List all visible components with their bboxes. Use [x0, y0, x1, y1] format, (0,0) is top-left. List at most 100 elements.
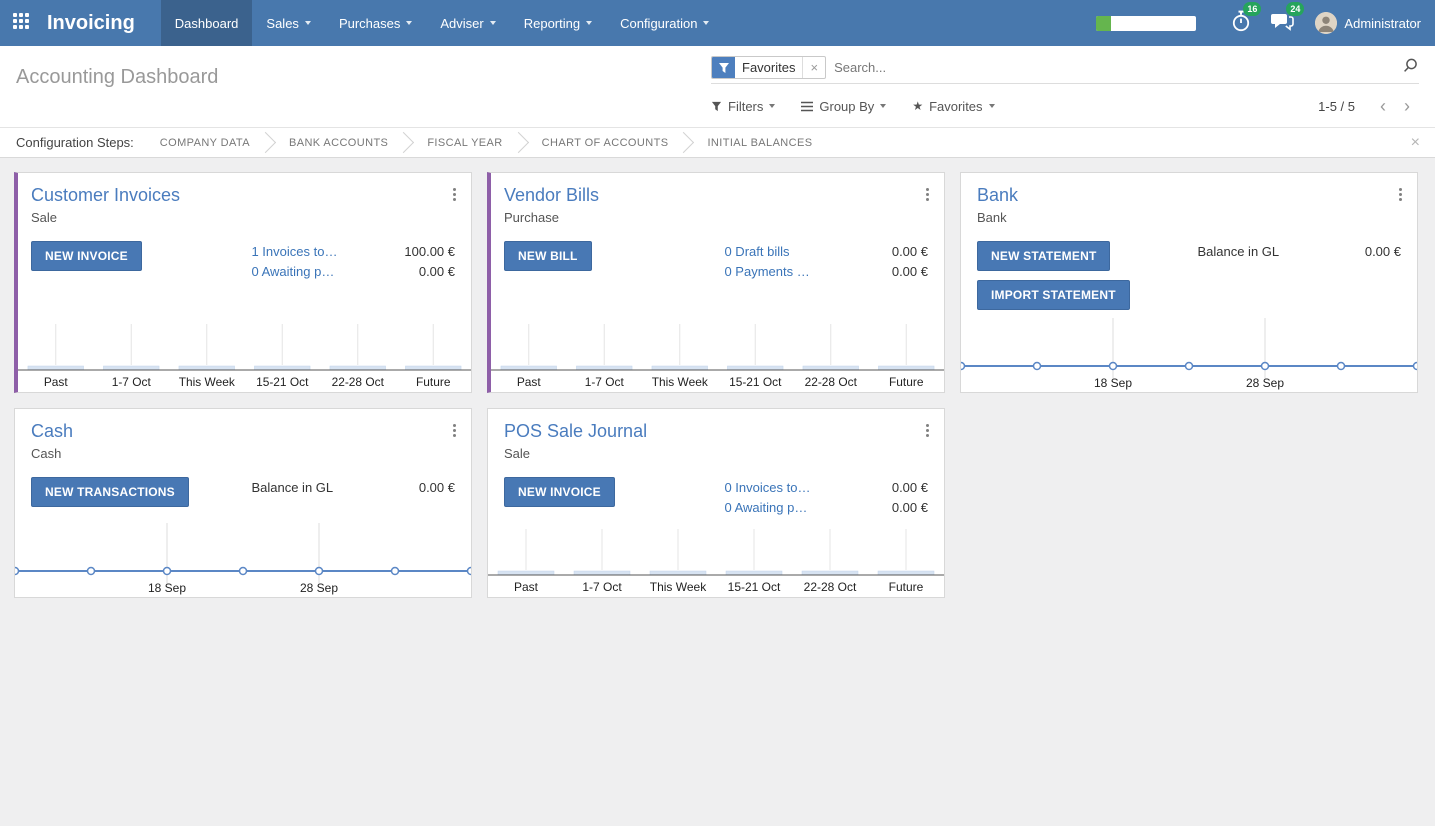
nav-menu-reporting[interactable]: Reporting: [510, 0, 606, 46]
user-menu[interactable]: Administrator: [1315, 12, 1421, 34]
svg-text:This Week: This Week: [650, 580, 707, 594]
svg-text:Past: Past: [517, 375, 542, 389]
config-step-initial-balances[interactable]: INITIAL BALANCES: [707, 136, 813, 149]
card-subtitle: Sale: [31, 210, 58, 225]
kebab-menu-icon[interactable]: [924, 422, 931, 439]
card-stat-row: 1 Invoices to… 100.00 €: [251, 244, 455, 259]
card-subtitle: Sale: [504, 446, 531, 461]
stat-label: Balance in GL: [251, 480, 334, 495]
search-input[interactable]: [826, 56, 1398, 79]
pager: 1-5 / 5 ‹ ›: [1318, 97, 1419, 115]
card-stat-row: 0 Invoices to… 0.00 €: [724, 480, 928, 495]
svg-text:This Week: This Week: [652, 375, 708, 389]
kebab-menu-icon[interactable]: [924, 186, 931, 203]
svg-text:28 Sep: 28 Sep: [1246, 376, 1284, 390]
card-title[interactable]: Cash: [31, 421, 74, 441]
search-facet-favorites: Favorites ×: [711, 56, 827, 79]
kebab-menu-icon[interactable]: [1397, 186, 1404, 203]
svg-text:Future: Future: [889, 580, 924, 594]
favorites-label: Favorites: [929, 98, 983, 114]
new-bill-button[interactable]: NEW BILL: [504, 241, 592, 271]
nav-menu-configuration[interactable]: Configuration: [606, 0, 723, 46]
import-statement-button[interactable]: IMPORT STATEMENT: [977, 280, 1130, 310]
card-title[interactable]: Customer Invoices: [31, 185, 181, 205]
nav-menu-adviser[interactable]: Adviser: [426, 0, 509, 46]
nav-menu-sales[interactable]: Sales: [252, 0, 325, 46]
new-statement-button[interactable]: NEW STATEMENT: [977, 241, 1111, 271]
stat-amount: 0.00 €: [418, 264, 455, 279]
pager-previous-button[interactable]: ‹: [1380, 96, 1386, 116]
chevron-down-icon: [586, 21, 593, 25]
mini-bar-chart: Past 1-7 Oct This Week 15-21 Oct 22-28 Oct Fu…: [488, 527, 944, 597]
journal-card-cash: Cash Cash NEW TRANSACTIONS Balance in GL 0.0…: [14, 408, 472, 598]
config-step-fiscal-year[interactable]: FISCAL YEAR: [427, 136, 503, 149]
control-panel: Accounting Dashboard Favorites ×: [0, 46, 1435, 127]
pager-next-button[interactable]: ›: [1404, 96, 1410, 116]
chevron-right-icon: [254, 131, 277, 154]
remove-facet-icon[interactable]: ×: [802, 57, 825, 78]
journal-card-customer-invoices: Customer Invoices Sale NEW INVOICE 1 Invoic…: [14, 172, 472, 393]
svg-text:18 Sep: 18 Sep: [148, 581, 186, 595]
mini-line-chart: 18 Sep 28 Sep: [15, 519, 471, 597]
card-subtitle: Cash: [31, 446, 62, 461]
stat-link[interactable]: 0 Awaiting p…: [251, 264, 335, 279]
chevron-down-icon: [406, 21, 413, 25]
filters-funnel-icon: [711, 101, 722, 112]
card-subtitle: Bank: [977, 210, 1007, 225]
filters-button[interactable]: Filters: [711, 99, 776, 114]
stat-link[interactable]: 0 Payments …: [724, 264, 810, 279]
mini-bar-chart: Past 1-7 Oct This Week 15-21 Oct 22-28 Oct Fu…: [491, 322, 944, 392]
journal-card-bank: Bank Bank NEW STATEMENT IMPORT STATEMENT Bal…: [960, 172, 1418, 393]
chevron-down-icon: [703, 21, 710, 25]
svg-text:Future: Future: [416, 375, 451, 389]
mini-bar-chart: Past 1-7 Oct This Week 15-21 Oct 22-28 Oct Fu…: [18, 322, 471, 392]
card-title[interactable]: Vendor Bills: [504, 185, 600, 205]
main-menu: Dashboard Sales Purchases Adviser Reporting C…: [160, 0, 724, 46]
new-invoice-button[interactable]: NEW INVOICE: [31, 241, 142, 271]
svg-text:22-28 Oct: 22-28 Oct: [804, 580, 857, 594]
nav-menu-label: Dashboard: [174, 15, 239, 31]
messages-icon[interactable]: 24: [1270, 2, 1305, 37]
stat-amount: 0.00 €: [418, 480, 455, 495]
kebab-menu-icon[interactable]: [451, 186, 458, 203]
app-brand[interactable]: Invoicing: [47, 11, 135, 34]
svg-text:22-28 Oct: 22-28 Oct: [332, 375, 385, 389]
card-title[interactable]: Bank: [977, 185, 1019, 205]
card-title[interactable]: POS Sale Journal: [504, 421, 648, 441]
configuration-steps-bar: Configuration Steps: COMPANY DATA BANK AC…: [0, 127, 1435, 158]
stat-amount: 100.00 €: [404, 244, 455, 259]
config-step-chart-of-accounts[interactable]: CHART OF ACCOUNTS: [541, 136, 669, 149]
new-transactions-button[interactable]: NEW TRANSACTIONS: [31, 477, 189, 507]
nav-menu-label: Sales: [266, 15, 299, 31]
search-icon[interactable]: [1402, 57, 1419, 79]
activity-clock-icon[interactable]: 16: [1230, 1, 1262, 38]
stat-link[interactable]: 0 Awaiting p…: [724, 500, 808, 515]
nav-menu-label: Configuration: [620, 15, 698, 31]
card-stat-row: Balance in GL 0.00 €: [1197, 244, 1401, 259]
search-options-row: Filters Group By ★ Favorites 1-5 / 5: [711, 97, 1419, 115]
nav-menu-purchases[interactable]: Purchases: [325, 0, 426, 46]
stat-link[interactable]: 1 Invoices to…: [251, 244, 338, 259]
close-icon[interactable]: ×: [1410, 133, 1420, 151]
stat-link[interactable]: 0 Draft bills: [724, 244, 790, 259]
nav-menu-dashboard[interactable]: Dashboard: [160, 0, 253, 46]
favorites-button[interactable]: ★ Favorites: [912, 98, 995, 114]
apps-menu-icon[interactable]: [13, 13, 33, 33]
new-invoice-button[interactable]: NEW INVOICE: [504, 477, 615, 507]
group-by-button[interactable]: Group By: [801, 99, 887, 114]
config-step-company-data[interactable]: COMPANY DATA: [159, 136, 250, 149]
search-view: Favorites ×: [711, 56, 1419, 84]
config-step-bank-accounts[interactable]: BANK ACCOUNTS: [288, 136, 389, 149]
accounting-dashboard: Customer Invoices Sale NEW INVOICE 1 Invoic…: [0, 158, 1435, 612]
chevron-down-icon: [988, 104, 995, 108]
pager-value[interactable]: 1-5 / 5: [1318, 98, 1355, 114]
messages-count-badge: 24: [1286, 2, 1305, 16]
favorites-star-icon: ★: [912, 99, 924, 113]
stat-amount: 0.00 €: [891, 244, 928, 259]
kebab-menu-icon[interactable]: [451, 422, 458, 439]
svg-text:1-7 Oct: 1-7 Oct: [582, 580, 622, 594]
svg-text:28 Sep: 28 Sep: [300, 581, 338, 595]
stat-label: Balance in GL: [1197, 244, 1280, 259]
stat-link[interactable]: 0 Invoices to…: [724, 480, 811, 495]
activity-count-badge: 16: [1243, 1, 1262, 16]
